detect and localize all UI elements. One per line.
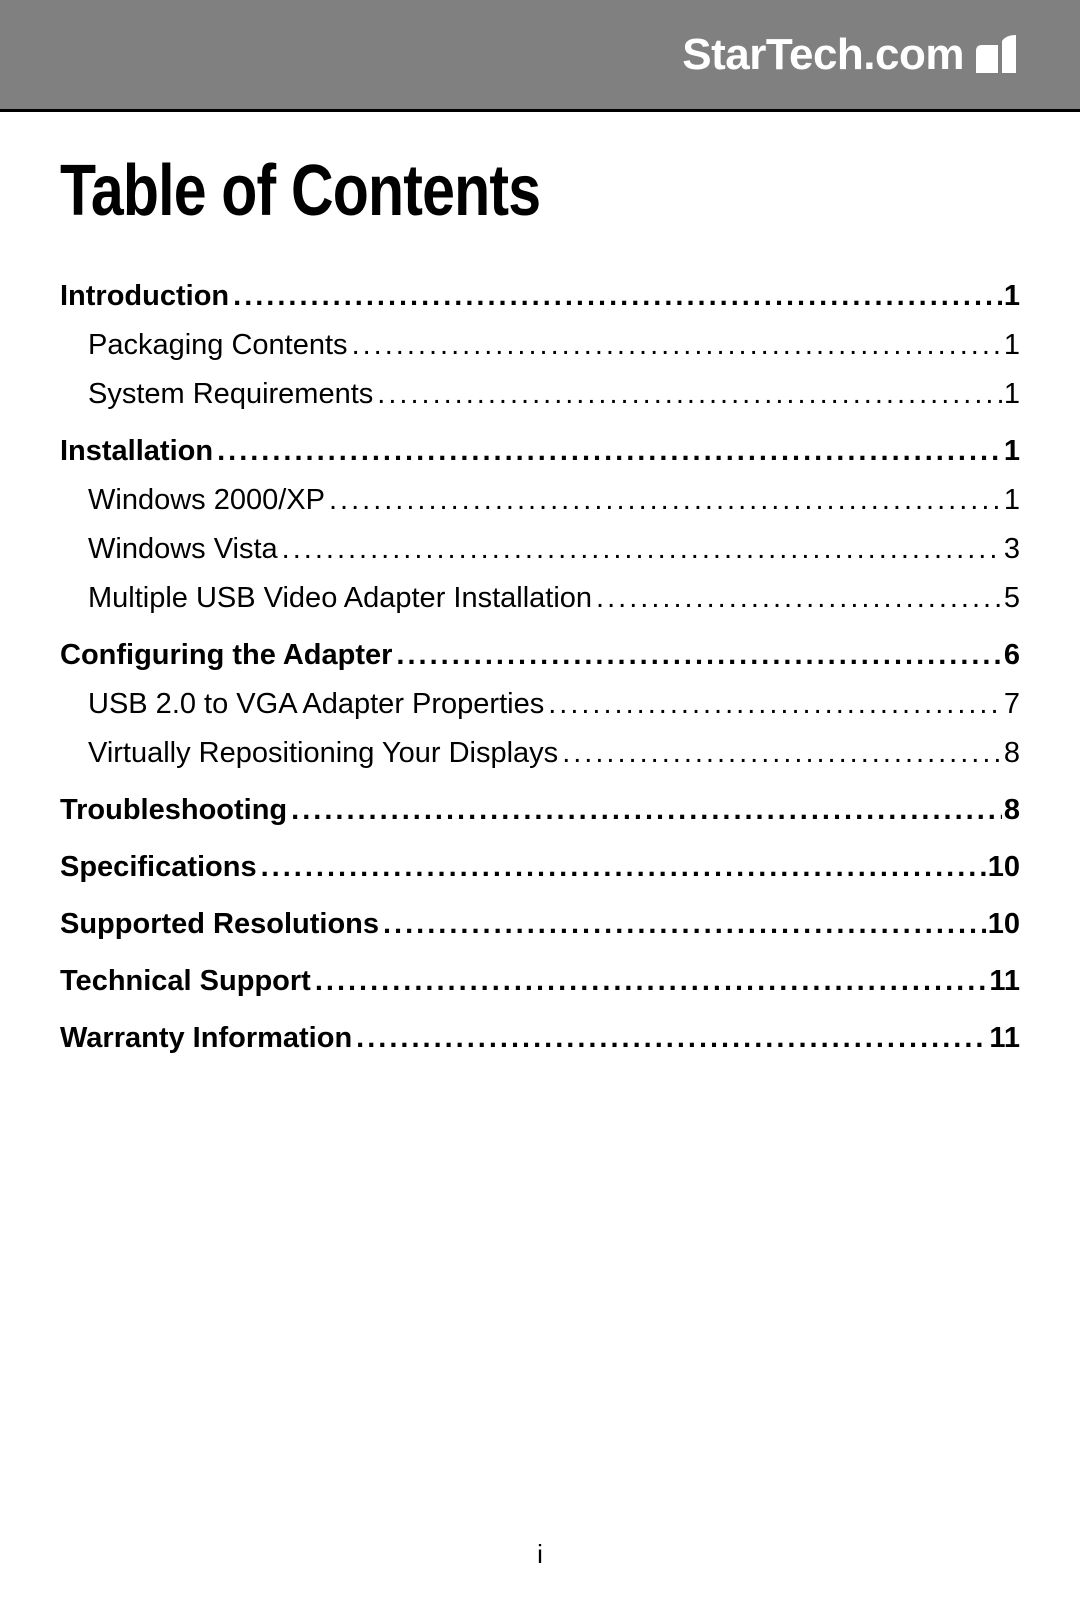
toc-page: 1 — [1002, 329, 1020, 362]
toc-page: 1 — [1002, 484, 1020, 517]
toc-page: 3 — [1002, 533, 1020, 566]
toc-section: Configuring the Adapter 6 — [60, 639, 1020, 672]
brand-logo-icon — [972, 33, 1020, 77]
toc-label: USB 2.0 to VGA Adapter Properties — [88, 688, 544, 721]
toc-leader-dots — [379, 908, 986, 941]
toc-section: Installation 1 — [60, 435, 1020, 468]
toc-leader-dots — [348, 329, 1002, 362]
toc-subitem: Windows Vista 3 — [60, 533, 1020, 566]
toc-label: Technical Support — [60, 965, 311, 998]
toc-section: Introduction 1 — [60, 280, 1020, 313]
toc-label: Warranty Information — [60, 1022, 352, 1055]
toc-label: Supported Resolutions — [60, 908, 379, 941]
toc-page: 11 — [987, 965, 1020, 998]
toc-label: Installation — [60, 435, 213, 468]
content-area: Table of Contents Introduction1Packaging… — [0, 112, 1080, 1055]
toc-label: Windows 2000/XP — [88, 484, 325, 517]
toc-subitem: Packaging Contents 1 — [60, 329, 1020, 362]
toc-section: Specifications 10 — [60, 851, 1020, 884]
toc-label: Specifications — [60, 851, 257, 884]
toc-leader-dots — [287, 794, 1002, 827]
header-bar: StarTech.com — [0, 0, 1080, 112]
toc-subitem: Multiple USB Video Adapter Installation 5 — [60, 582, 1020, 615]
toc-page: 8 — [1002, 794, 1020, 827]
toc-label: Introduction — [60, 280, 229, 313]
toc-label: Troubleshooting — [60, 794, 287, 827]
toc-section: Technical Support 11 — [60, 965, 1020, 998]
toc-label: Configuring the Adapter — [60, 639, 392, 672]
toc-page: 10 — [986, 851, 1020, 884]
toc-section: Supported Resolutions 10 — [60, 908, 1020, 941]
toc-section: Troubleshooting 8 — [60, 794, 1020, 827]
toc-label: Multiple USB Video Adapter Installation — [88, 582, 592, 615]
toc-leader-dots — [257, 851, 986, 884]
toc-subitem: System Requirements 1 — [60, 378, 1020, 411]
toc-label: Windows Vista — [88, 533, 278, 566]
toc-leader-dots — [352, 1022, 987, 1055]
toc-page: 1 — [1002, 280, 1020, 313]
toc-leader-dots — [325, 484, 1002, 517]
page-title: Table of Contents — [60, 150, 847, 232]
toc-page: 11 — [987, 1022, 1020, 1055]
toc-leader-dots — [278, 533, 1002, 566]
toc-leader-dots — [311, 965, 988, 998]
toc-page: 7 — [1002, 688, 1020, 721]
toc-leader-dots — [373, 378, 1002, 411]
toc-page: 5 — [1002, 582, 1020, 615]
toc-label: Virtually Repositioning Your Displays — [88, 737, 558, 770]
toc-label: Packaging Contents — [88, 329, 348, 362]
toc-leader-dots — [558, 737, 1002, 770]
toc-subitem: Virtually Repositioning Your Displays 8 — [60, 737, 1020, 770]
toc-page: 8 — [1002, 737, 1020, 770]
toc-leader-dots — [392, 639, 1001, 672]
table-of-contents: Introduction1Packaging Contents1System R… — [60, 280, 1020, 1055]
toc-page: 1 — [1002, 435, 1020, 468]
toc-subitem: USB 2.0 to VGA Adapter Properties 7 — [60, 688, 1020, 721]
toc-subitem: Windows 2000/XP 1 — [60, 484, 1020, 517]
page-number: i — [0, 1539, 1080, 1570]
toc-leader-dots — [213, 435, 1002, 468]
toc-section: Warranty Information 11 — [60, 1022, 1020, 1055]
brand: StarTech.com — [682, 30, 1020, 80]
toc-page: 10 — [986, 908, 1020, 941]
toc-page: 6 — [1002, 639, 1020, 672]
toc-label: System Requirements — [88, 378, 373, 411]
toc-page: 1 — [1002, 378, 1020, 411]
brand-name: StarTech.com — [682, 30, 964, 80]
toc-leader-dots — [544, 688, 1002, 721]
toc-leader-dots — [592, 582, 1002, 615]
toc-leader-dots — [229, 280, 1002, 313]
